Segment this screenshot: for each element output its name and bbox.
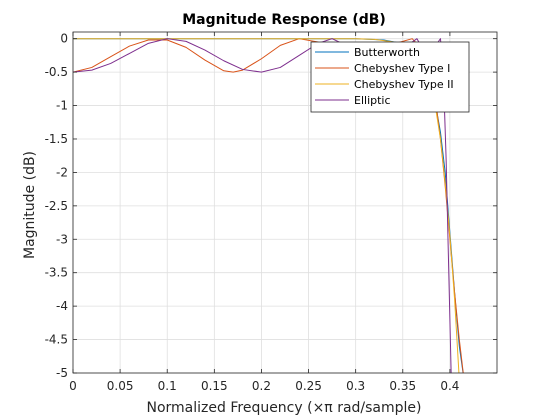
x-tick-label: 0.3 xyxy=(346,379,365,393)
axis-ticks: 0 0.05 0.1 0.15 0.2 0.25 0.3 0.35 0.4 0 -0.5 -1 -1.5… xyxy=(45,32,497,393)
y-tick-label: -2.5 xyxy=(45,199,68,213)
x-tick-label: 0.1 xyxy=(158,379,177,393)
y-tick-label: -1 xyxy=(56,99,68,113)
y-tick-label: -3.5 xyxy=(45,266,68,280)
y-tick-label: -3 xyxy=(56,232,68,246)
x-tick-label: 0.35 xyxy=(389,379,416,393)
x-tick-label: 0 xyxy=(69,379,77,393)
y-axis-label: Magnitude (dB) xyxy=(22,151,38,259)
x-tick-label: 0.15 xyxy=(201,379,228,393)
y-tick-label: -4.5 xyxy=(45,333,68,347)
x-tick-label: 0.4 xyxy=(440,379,459,393)
y-tick-label: -2 xyxy=(56,165,68,179)
y-tick-label: -5 xyxy=(56,366,68,380)
legend-label-elliptic: Elliptic xyxy=(354,94,391,107)
x-tick-label: 0.05 xyxy=(107,379,134,393)
y-tick-label: -4 xyxy=(56,299,68,313)
legend-label-butterworth: Butterworth xyxy=(354,46,420,59)
legend-label-chebyshev-type-ii: Chebyshev Type II xyxy=(354,78,454,91)
axes-box xyxy=(72,31,498,374)
legend-label-chebyshev-type-i: Chebyshev Type I xyxy=(354,62,450,75)
y-tick-label: -1.5 xyxy=(45,132,68,146)
x-tick-label: 0.25 xyxy=(295,379,322,393)
legend: Butterworth Chebyshev Type I Chebyshev Typ… xyxy=(310,41,470,113)
chart-title: Magnitude Response (dB) xyxy=(182,12,386,28)
y-tick-label: 0 xyxy=(60,32,68,46)
x-axis-label: Normalized Frequency (×π rad/sample) xyxy=(147,400,422,416)
x-tick-label: 0.2 xyxy=(252,379,271,393)
grid-lines xyxy=(72,32,497,374)
y-tick-label: -0.5 xyxy=(45,65,68,79)
